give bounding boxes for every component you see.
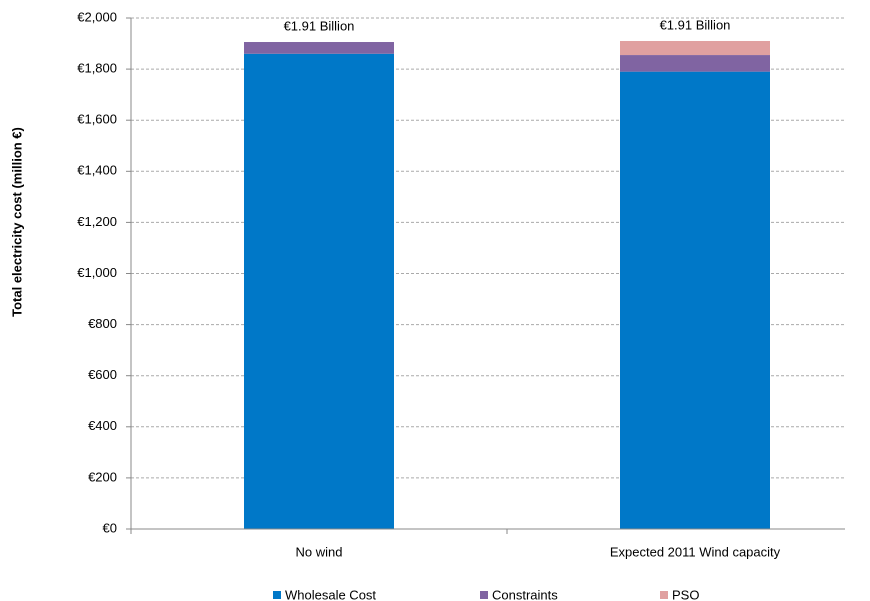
y-tick-label: €1,800 bbox=[77, 61, 117, 76]
bar-segment bbox=[620, 40, 770, 56]
y-axis-title: Total electricity cost (million €) bbox=[9, 127, 24, 317]
x-tick-label: Expected 2011 Wind capacity bbox=[610, 544, 781, 559]
y-tick-label: €1,400 bbox=[77, 163, 117, 178]
bar-segment bbox=[244, 42, 394, 54]
bar-segment bbox=[620, 71, 770, 529]
legend-swatch bbox=[480, 591, 488, 599]
bar-segment bbox=[620, 55, 770, 72]
y-tick-label: €800 bbox=[88, 316, 117, 331]
y-tick-label: €600 bbox=[88, 367, 117, 382]
y-tick-label: €400 bbox=[88, 418, 117, 433]
legend-swatch bbox=[273, 591, 281, 599]
legend-label: Constraints bbox=[492, 587, 558, 601]
legend-label: Wholesale Cost bbox=[285, 587, 376, 601]
bar-segment bbox=[244, 53, 394, 530]
x-tick-label: No wind bbox=[296, 544, 343, 559]
y-tick-label: €2,000 bbox=[77, 9, 117, 24]
total-label: €1.91 Billion bbox=[284, 18, 355, 33]
y-tick-label: €1,200 bbox=[77, 214, 117, 229]
y-tick-label: €1,000 bbox=[77, 265, 117, 280]
total-label: €1.91 Billion bbox=[660, 17, 731, 32]
legend-swatch bbox=[660, 591, 668, 599]
y-tick-label: €200 bbox=[88, 469, 117, 484]
y-tick-label: €0 bbox=[103, 520, 117, 535]
y-tick-label: €1,600 bbox=[77, 112, 117, 127]
legend-label: PSO bbox=[672, 587, 699, 601]
